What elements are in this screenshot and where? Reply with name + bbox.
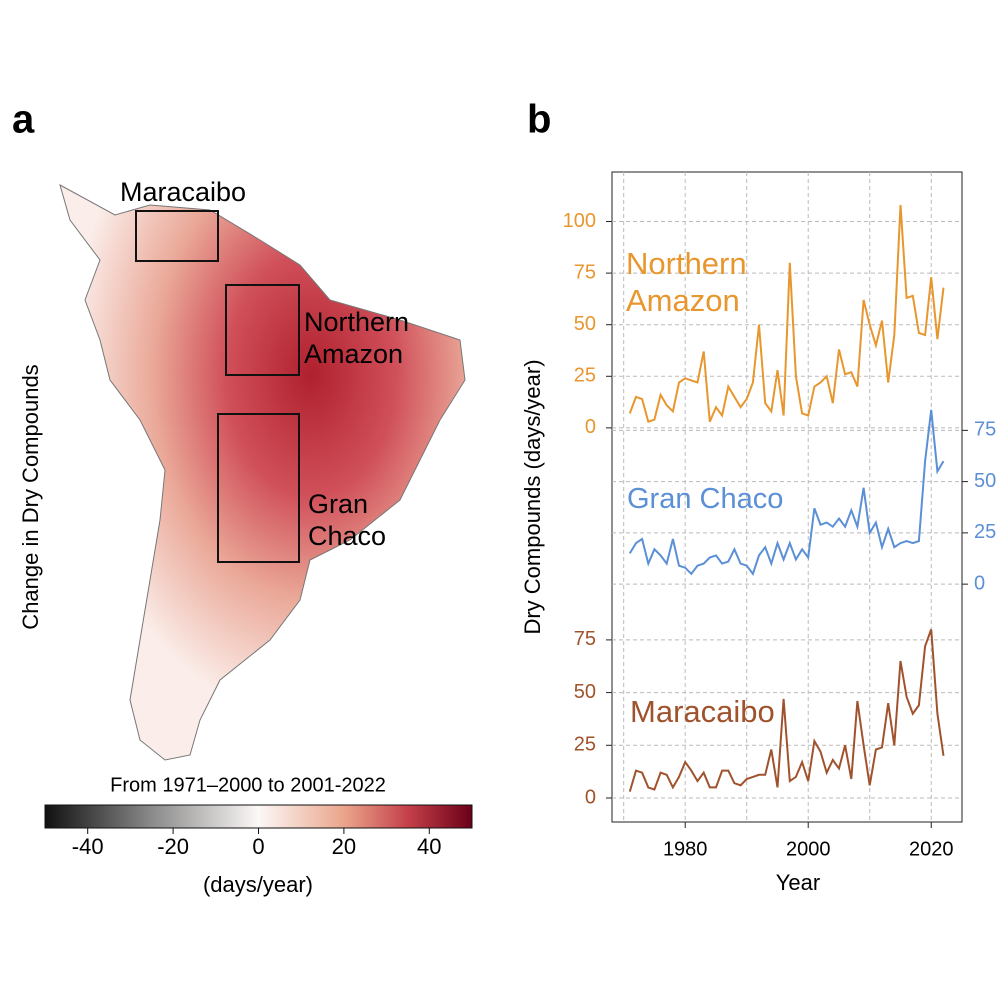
y-tick-label: 75	[574, 628, 596, 650]
colorbar-tick-label: -20	[157, 834, 189, 859]
series-label: Gran Chaco	[627, 483, 784, 515]
region-boxes	[135, 210, 300, 563]
y-tick-label: 25	[974, 521, 996, 543]
y-tick-label: 50	[574, 681, 596, 703]
region-label: Northern Amazon	[304, 307, 410, 370]
colorbar-title: From 1971–2000 to 2001-2022	[110, 774, 386, 796]
series-line	[628, 204, 945, 423]
series-label: Maracaibo	[630, 694, 775, 729]
y-tick-label: 100	[563, 210, 596, 232]
y-axis-label: Change in Dry Compounds	[18, 364, 43, 629]
x-axis-label: Year	[776, 870, 820, 895]
y-tick-label: 50	[574, 313, 596, 335]
colorbar-tick-label: -40	[72, 834, 104, 859]
panel-letter: a	[12, 98, 35, 142]
region-label: Gran Chaco	[308, 489, 387, 552]
colorbar-label: (days/year)	[203, 872, 313, 897]
x-tick-label: 1980	[663, 838, 708, 860]
x-tick-label: 2020	[909, 838, 954, 860]
series-label: Northern Amazon	[626, 246, 747, 319]
colorbar-tick-label: 40	[417, 834, 441, 859]
x-tick-label: 2000	[786, 838, 831, 860]
plot-frame	[611, 171, 963, 823]
y-tick-label: 0	[585, 416, 596, 438]
region-box	[135, 210, 219, 262]
y-tick-label: 25	[574, 365, 596, 387]
continent	[59, 183, 466, 761]
region-label: Maracaibo	[120, 177, 247, 207]
y-tick-label: 50	[974, 470, 996, 492]
region-box	[225, 284, 300, 376]
y-tick-label: 0	[585, 786, 596, 808]
colorbar-tick-label: 0	[252, 834, 264, 859]
y-tick-label: 25	[574, 734, 596, 756]
y-axis-label: Dry Compounds (days/year)	[520, 359, 545, 634]
colorbar	[44, 804, 473, 829]
colorbar-tick-label: 20	[332, 834, 356, 859]
panel-letter: b	[527, 98, 551, 142]
series-line	[628, 409, 945, 577]
series-line	[628, 629, 945, 792]
region-box	[217, 413, 300, 563]
y-tick-label: 0	[974, 572, 985, 594]
y-tick-label: 75	[974, 419, 996, 441]
y-tick-label: 75	[574, 261, 596, 283]
